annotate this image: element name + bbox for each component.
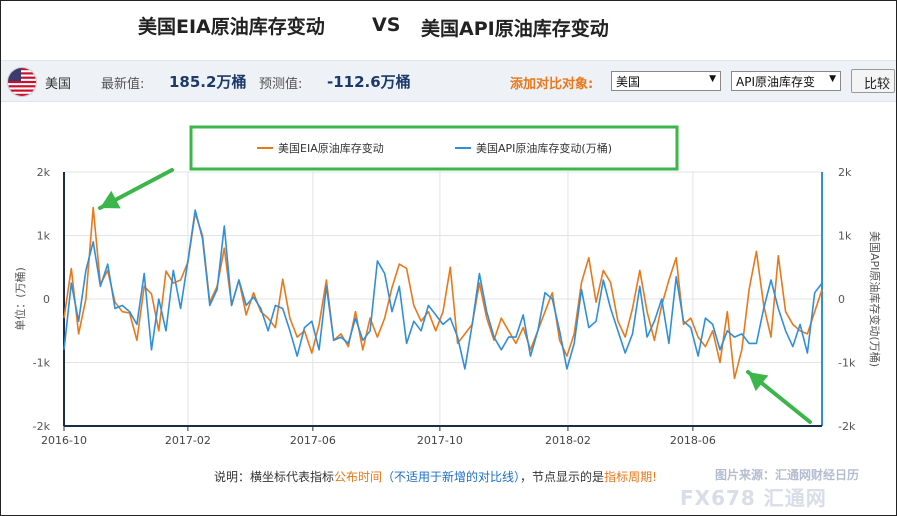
add-compare-label: 添加对比对象: xyxy=(510,77,594,92)
x-tick-label: 2017-06 xyxy=(290,434,336,447)
y-right-tick-label: 1k xyxy=(838,230,852,243)
arrow-trough-icon-head xyxy=(748,372,769,392)
latest-value: 185.2万桶 xyxy=(169,73,247,91)
axes: 2016-10 2017-02 2017-06 2017-10 2018-02 2018-… xyxy=(41,172,823,447)
y-tick-label: 1k xyxy=(37,230,51,243)
y-tick-label: 0 xyxy=(43,293,50,306)
footnote: 说明：横坐标代表指标公布时间（不适用于新增的对比线），节点显示的是指标周期! xyxy=(214,468,657,485)
grid xyxy=(63,171,822,427)
footnote-end: ! xyxy=(652,470,657,484)
x-tick-label: 2018-06 xyxy=(670,434,716,447)
compare-indicator-value: API原油库存变 xyxy=(736,75,815,89)
line-chart: 美国EIA原油库存变动 美国API原油库存变动(万桶) 2016-10 2017-0… xyxy=(13,125,882,447)
compare-button[interactable]: 比较 xyxy=(851,69,895,93)
title-left: 美国EIA原油库存变动 xyxy=(138,16,325,38)
forecast-value-label: 预测值: xyxy=(259,77,303,92)
chevron-down-icon: ▼ xyxy=(829,74,836,84)
legend-label-eia: 美国EIA原油库存变动 xyxy=(278,141,384,155)
y-axis-title-right: 美国API原油库存变动(万桶) xyxy=(868,231,882,367)
compare-country-select[interactable]: 美国 ▼ xyxy=(611,71,721,91)
footnote-mid: （不适用于新增的对比线） xyxy=(382,470,521,484)
footnote-prefix: 说明：横坐标代表指标 xyxy=(214,470,335,484)
page-title: 美国EIA原油库存变动 VS 美国API原油库存变动 xyxy=(0,0,897,56)
y-tick-label: -1k xyxy=(33,357,51,370)
footnote-after: ，节点显示的是 xyxy=(520,470,605,484)
y-right-tick-label: -2k xyxy=(838,420,856,433)
y-right-tick-label: 0 xyxy=(838,293,845,306)
series-group xyxy=(63,206,823,380)
x-tick-label: 2017-10 xyxy=(417,434,463,447)
arrow-trough-icon xyxy=(746,370,812,424)
y-tick-label: -2k xyxy=(33,420,51,433)
arrow-peak-icon xyxy=(98,168,174,210)
legend: 美国EIA原油库存变动 美国API原油库存变动(万桶) xyxy=(257,141,612,155)
latest-value-label: 最新值: xyxy=(101,77,145,92)
forecast-value: -112.6万桶 xyxy=(327,73,411,91)
us-flag-icon xyxy=(7,67,37,97)
title-vs: VS xyxy=(372,14,401,36)
y-axis-title-left: 单位：(万桶) xyxy=(13,267,27,331)
y-right-tick-label: -1k xyxy=(838,357,856,370)
y-axis-labels: 2k 2k 1k 1k 0 0 -1k -1k -2k -2k 单位：(万桶) 美国API原油库存变动… xyxy=(13,166,882,433)
indicator-toolbar: 美国 最新值: 185.2万桶 预测值: -112.6万桶 添加对比对象: 美国… xyxy=(1,60,896,102)
legend-label-api: 美国API原油库存变动(万桶) xyxy=(476,141,612,155)
image-source: 图片来源：汇通网财经日历 xyxy=(715,468,860,482)
y-tick-label: 2k xyxy=(37,166,51,179)
x-tick-label: 2016-10 xyxy=(41,434,87,447)
compare-country-value: 美国 xyxy=(616,75,641,89)
chevron-down-icon: ▼ xyxy=(709,74,716,84)
title-right: 美国API原油库存变动 xyxy=(421,18,609,40)
footnote-em2: 指标周期 xyxy=(604,470,653,484)
country-label: 美国 xyxy=(45,77,72,92)
watermark-logo: FX678 汇通网 xyxy=(680,486,827,510)
compare-indicator-select[interactable]: API原油库存变 ▼ xyxy=(731,71,841,91)
y-right-tick-label: 2k xyxy=(838,166,852,179)
annotation-arrows xyxy=(98,168,812,424)
series-line-api xyxy=(63,209,823,370)
arrow-peak-icon-head xyxy=(100,190,121,209)
x-tick-label: 2018-02 xyxy=(545,434,591,447)
x-tick-label: 2017-02 xyxy=(165,434,211,447)
footnote-em1: 公布时间 xyxy=(334,470,383,484)
